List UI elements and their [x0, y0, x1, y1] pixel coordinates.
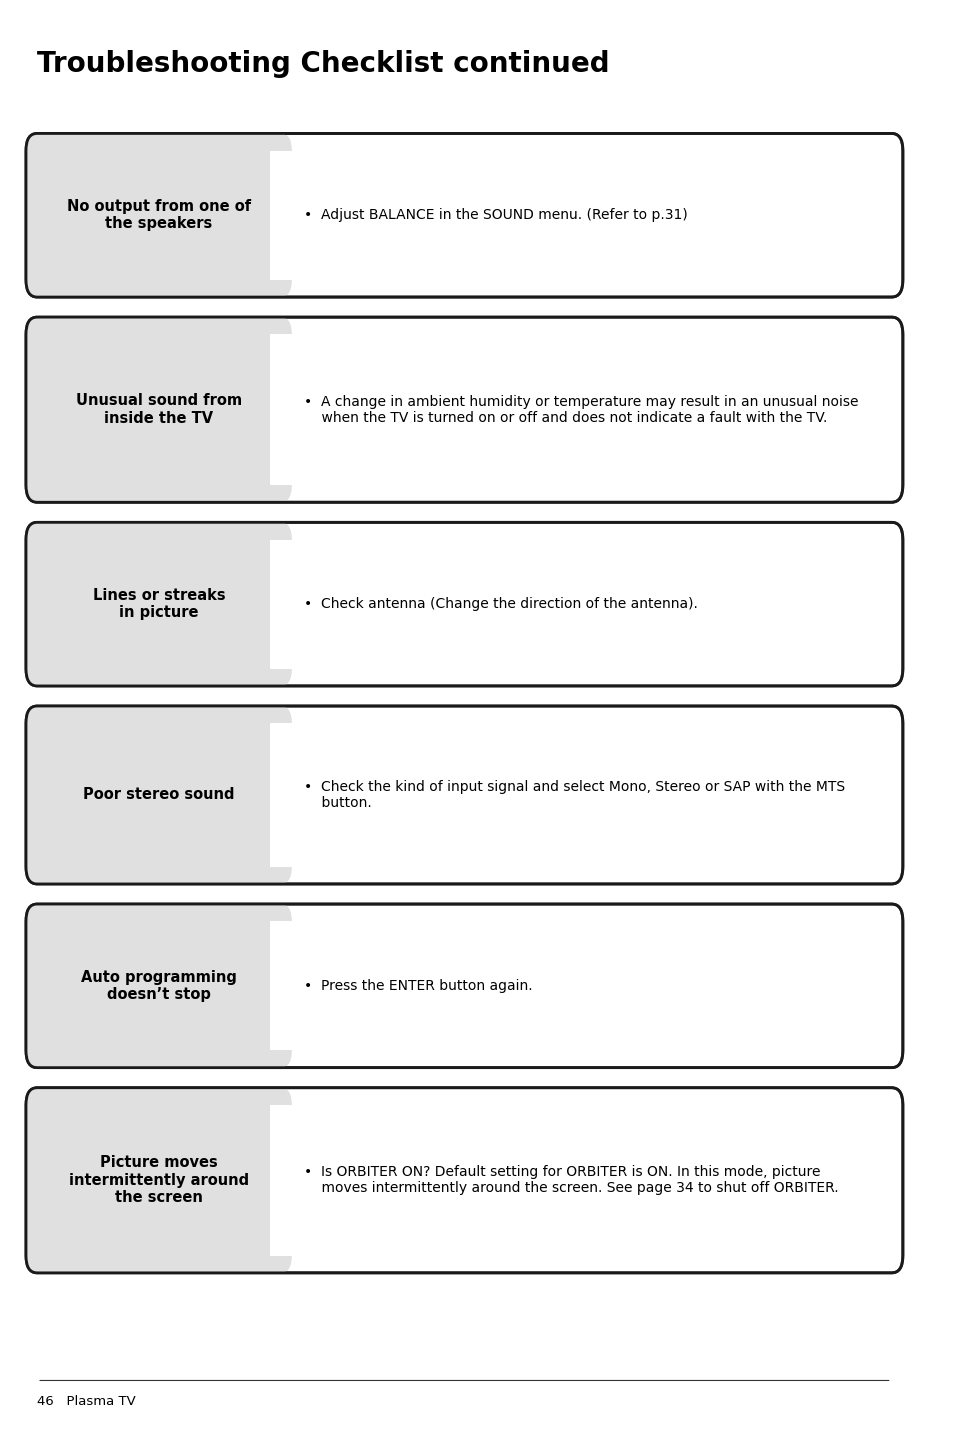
Text: No output from one of
the speakers: No output from one of the speakers [67, 199, 251, 231]
Bar [269, 723, 901, 867]
Text: Poor stereo sound: Poor stereo sound [83, 788, 235, 802]
FancyBboxPatch shape [26, 1088, 903, 1273]
FancyBboxPatch shape [26, 706, 903, 884]
FancyBboxPatch shape [26, 133, 903, 297]
FancyBboxPatch shape [26, 317, 292, 502]
Text: 46   Plasma TV: 46 Plasma TV [37, 1395, 136, 1408]
Text: •  Press the ENTER button again.: • Press the ENTER button again. [304, 979, 532, 993]
Text: Picture moves
intermittently around
the screen: Picture moves intermittently around the … [69, 1155, 249, 1205]
FancyBboxPatch shape [26, 522, 903, 686]
Text: Unusual sound from
inside the TV: Unusual sound from inside the TV [76, 393, 242, 426]
Text: Auto programming
doesn’t stop: Auto programming doesn’t stop [81, 970, 237, 1002]
FancyBboxPatch shape [26, 1088, 292, 1273]
Bar [269, 921, 901, 1050]
FancyBboxPatch shape [26, 317, 903, 502]
Bar [269, 151, 901, 280]
FancyBboxPatch shape [26, 706, 292, 884]
Text: •  Check the kind of input signal and select Mono, Stereo or SAP with the MTS
  : • Check the kind of input signal and sel… [304, 779, 845, 811]
FancyBboxPatch shape [26, 522, 292, 686]
Bar [269, 540, 901, 669]
Bar [269, 334, 901, 485]
FancyBboxPatch shape [26, 904, 903, 1068]
FancyBboxPatch shape [26, 904, 292, 1068]
Bar [269, 1105, 901, 1256]
Text: Troubleshooting Checklist continued: Troubleshooting Checklist continued [37, 50, 609, 79]
Text: •  A change in ambient humidity or temperature may result in an unusual noise
  : • A change in ambient humidity or temper… [304, 395, 858, 425]
FancyBboxPatch shape [26, 133, 292, 297]
Text: Lines or streaks
in picture: Lines or streaks in picture [93, 588, 225, 620]
Text: •  Check antenna (Change the direction of the antenna).: • Check antenna (Change the direction of… [304, 597, 698, 611]
Text: •  Is ORBITER ON? Default setting for ORBITER is ON. In this mode, picture
    m: • Is ORBITER ON? Default setting for ORB… [304, 1165, 838, 1195]
Text: •  Adjust BALANCE in the SOUND menu. (Refer to p.31): • Adjust BALANCE in the SOUND menu. (Ref… [304, 208, 687, 222]
